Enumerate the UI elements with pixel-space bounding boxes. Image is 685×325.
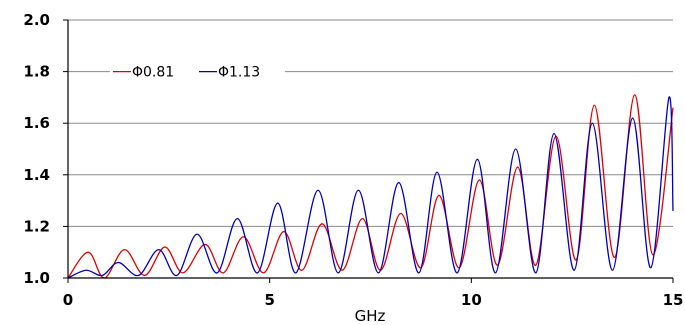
y-tick-label: 1.4 <box>23 166 50 184</box>
legend-background <box>110 60 285 83</box>
legend-entry: Φ1.13 <box>218 65 260 81</box>
legend-entry: Φ0.81 <box>132 65 174 81</box>
grid-lines <box>68 19 673 227</box>
y-tick-label: 2.0 <box>23 11 50 29</box>
y-tick-label: 1.2 <box>23 217 50 235</box>
y-tick-label: 1.8 <box>23 63 50 81</box>
x-tick-label: 10 <box>461 291 482 309</box>
y-tick-label: 1.0 <box>23 269 50 287</box>
legend: Φ0.81 Φ1.13 <box>110 60 285 83</box>
axes <box>67 20 673 279</box>
y-axis-ticks: 1.0 1.2 1.4 1.6 1.8 2.0 <box>23 11 68 287</box>
x-tick-label: 0 <box>63 291 73 309</box>
x-axis-label: GHz <box>355 307 386 325</box>
series-line <box>67 96 674 279</box>
series-line <box>67 94 674 279</box>
x-tick-label: 15 <box>663 291 684 309</box>
x-tick-label: 5 <box>264 291 274 309</box>
x-axis-ticks: 0 5 10 15 <box>63 278 684 309</box>
y-tick-label: 1.6 <box>23 114 50 132</box>
series-layer <box>67 94 674 279</box>
